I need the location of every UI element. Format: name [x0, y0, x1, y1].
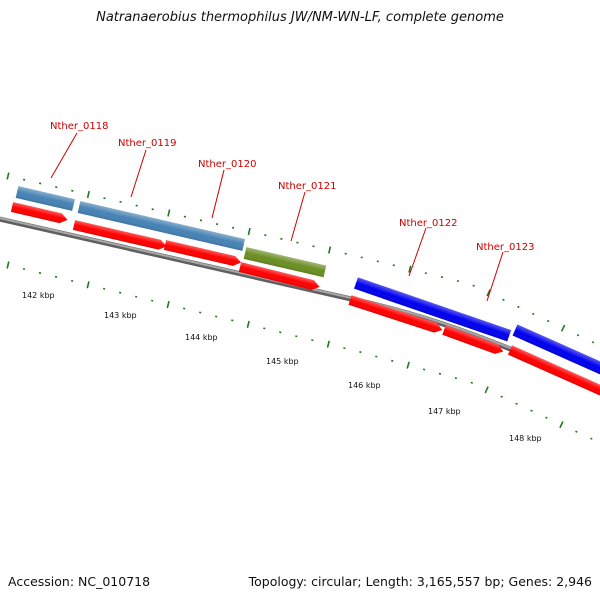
major-tick: [329, 247, 331, 254]
gene-label-nther-0119[interactable]: Nther_0119: [118, 138, 176, 149]
scale-label-142: 142 kbp: [22, 291, 55, 300]
minor-tick: [518, 306, 519, 308]
major-tick: [247, 321, 249, 328]
major-tick: [168, 210, 170, 217]
minor-tick: [591, 438, 592, 439]
major-tick: [7, 173, 9, 180]
leader-line: [131, 150, 146, 197]
gene-label-nther-0122[interactable]: Nther_0122: [399, 218, 457, 229]
gene-label-nther-0120[interactable]: Nther_0120: [198, 159, 256, 170]
scale-label-148: 148 kbp: [509, 434, 542, 443]
scale-label-144: 144 kbp: [185, 333, 218, 342]
minor-tick: [548, 320, 549, 322]
minor-tick: [533, 313, 534, 314]
major-tick: [407, 362, 409, 369]
scale-label-143: 143 kbp: [104, 311, 137, 320]
minor-tick: [576, 431, 577, 433]
scale-label-146: 146 kbp: [348, 381, 381, 390]
minor-tick: [593, 342, 594, 343]
upper-tick-track: [7, 173, 593, 343]
leader-line: [291, 192, 305, 241]
major-tick: [328, 341, 330, 348]
major-tick: [560, 422, 563, 428]
major-tick: [562, 325, 565, 331]
accession-text: Accession: NC_010718: [8, 574, 150, 589]
gene-label-nther-0123[interactable]: Nther_0123: [476, 242, 534, 253]
major-tick: [167, 301, 169, 308]
scale-label-145: 145 kbp: [266, 357, 299, 366]
minor-tick: [516, 403, 517, 405]
minor-tick: [546, 417, 547, 418]
minor-tick: [503, 299, 504, 301]
scale-label-147: 147 kbp: [428, 407, 461, 416]
minor-tick: [578, 335, 579, 336]
minor-tick: [473, 285, 474, 287]
gene-label-nther-0118[interactable]: Nther_0118: [50, 121, 108, 132]
major-tick: [485, 387, 488, 393]
genome-summary-text: Topology: circular; Length: 3,165,557 bp…: [249, 574, 592, 589]
major-tick: [248, 228, 250, 235]
major-tick: [7, 262, 9, 269]
major-tick: [87, 281, 89, 288]
major-tick: [88, 191, 90, 198]
leader-line: [51, 133, 77, 178]
leader-line: [212, 170, 224, 218]
gene-label-nther-0121[interactable]: Nther_0121: [278, 181, 336, 192]
minor-tick: [471, 382, 472, 383]
cds-arrows: [11, 202, 600, 398]
leader-line: [487, 252, 503, 301]
map-title: Natranaerobius thermophilus JW/NM-WN-LF,…: [0, 10, 600, 25]
minor-tick: [501, 396, 502, 398]
leader-line: [409, 228, 426, 276]
minor-tick: [531, 410, 532, 411]
